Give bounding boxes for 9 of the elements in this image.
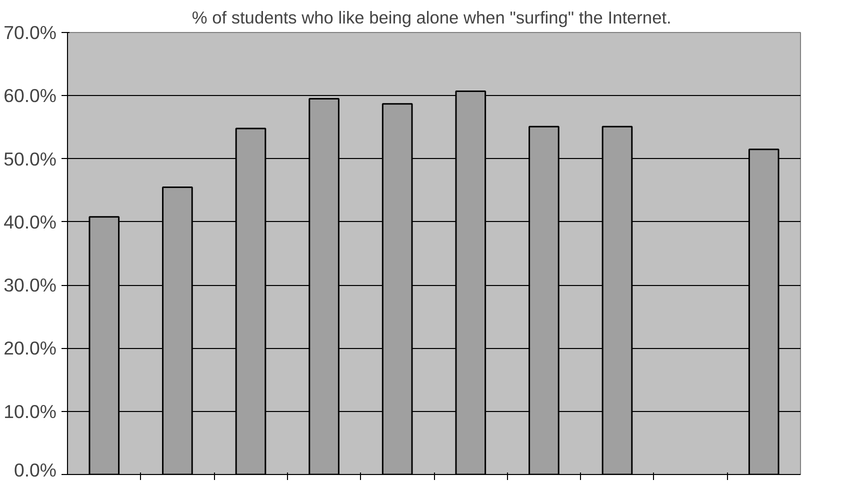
y-tick-label: 50.0% — [4, 148, 57, 170]
y-tick-label: 20.0% — [4, 338, 57, 359]
y-tick-label: 30.0% — [4, 274, 57, 296]
y-tick-label: 70.0% — [4, 22, 57, 43]
y-tick-label: 0.0% — [14, 460, 57, 480]
y-tick-label: 10.0% — [4, 400, 57, 422]
y-tick-label: 60.0% — [4, 85, 57, 106]
chart-title: % of students who like being alone when "surfing" the Internet. — [192, 8, 672, 28]
y-tick-label: 40.0% — [4, 211, 57, 232]
